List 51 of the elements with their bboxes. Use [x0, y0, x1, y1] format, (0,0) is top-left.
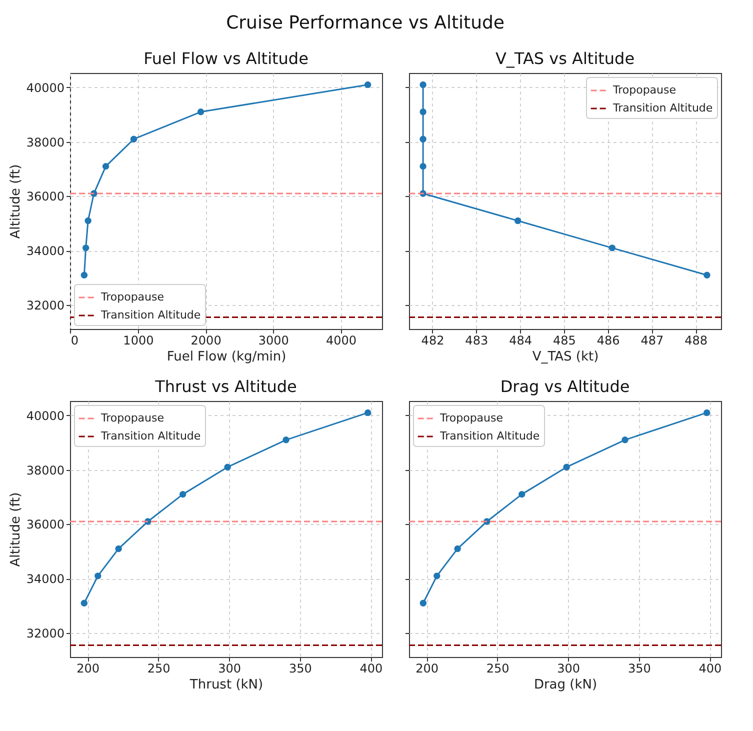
- x-axis-title: V_TAS (kt): [532, 350, 599, 364]
- x-tick-label: 3000: [258, 334, 289, 348]
- x-tick-label: 2000: [190, 334, 222, 348]
- x-tick-label: 485: [552, 334, 576, 348]
- text: Cruise Performance vs Altitude: [226, 12, 505, 34]
- x-tick-label: 200: [76, 662, 100, 676]
- chart-title: V_TAS vs Altitude: [495, 49, 635, 68]
- x-tick-label: 486: [596, 334, 620, 348]
- legend-label: Tropopause: [439, 412, 504, 424]
- y-tick-label: 32000: [26, 298, 64, 313]
- x-tick-label: 482: [421, 334, 444, 348]
- y-axis-title: Altitude (ft): [8, 164, 24, 239]
- y-axis-title: Altitude (ft): [8, 492, 24, 567]
- x-tick-label: 484: [509, 334, 532, 348]
- x-tick-label: 350: [628, 662, 651, 676]
- x-tick-label: 350: [288, 662, 312, 676]
- x-tick-label: 300: [218, 662, 242, 676]
- y-tick-label: 36000: [26, 190, 64, 204]
- legend-label: Transition Altitude: [439, 430, 540, 442]
- x-axis-title: Drag (kN): [534, 678, 598, 692]
- legend-label: Transition Altitude: [612, 102, 713, 114]
- y-tick-label: 40000: [26, 408, 64, 423]
- x-axis-title: Thrust (kN): [188, 678, 264, 692]
- x-tick-label: 400: [360, 662, 383, 676]
- chart-title: Thrust vs Altitude: [154, 377, 297, 396]
- legend-label: Tropopause: [100, 412, 164, 424]
- y-tick-label: 38000: [26, 135, 64, 150]
- x-axis-title: Fuel Flow (kg/min): [166, 350, 286, 364]
- y-tick-label: 38000: [26, 463, 64, 478]
- legend-label: Transition Altitude: [100, 430, 201, 442]
- ref-line-label: Transition Altitude: [100, 308, 201, 322]
- x-tick-label: 4000: [326, 334, 357, 348]
- x-tick-label: 488: [684, 334, 708, 348]
- legend-label: Tropopause: [612, 84, 676, 96]
- x-tick-label: 1000: [123, 334, 154, 348]
- y-tick-label: 34000: [26, 572, 64, 586]
- x-tick-label: 250: [486, 662, 510, 676]
- x-tick-label: 300: [557, 662, 580, 676]
- x-tick-label: 200: [416, 662, 439, 676]
- x-tick-label: 0: [70, 334, 78, 348]
- chart-title: Drag vs Altitude: [500, 377, 630, 396]
- y-tick-label: 36000: [26, 518, 64, 532]
- y-tick-label: 40000: [26, 80, 64, 95]
- chart-title: Fuel Flow vs Altitude: [144, 49, 308, 68]
- x-tick-label: 400: [698, 662, 722, 676]
- y-tick-label: 34000: [26, 244, 64, 258]
- y-tick-label: 32000: [26, 626, 64, 641]
- x-tick-label: 487: [640, 334, 664, 348]
- legend-label: Tropopause: [100, 290, 164, 304]
- x-tick-label: 250: [147, 662, 170, 676]
- x-tick-label: 483: [465, 334, 488, 348]
